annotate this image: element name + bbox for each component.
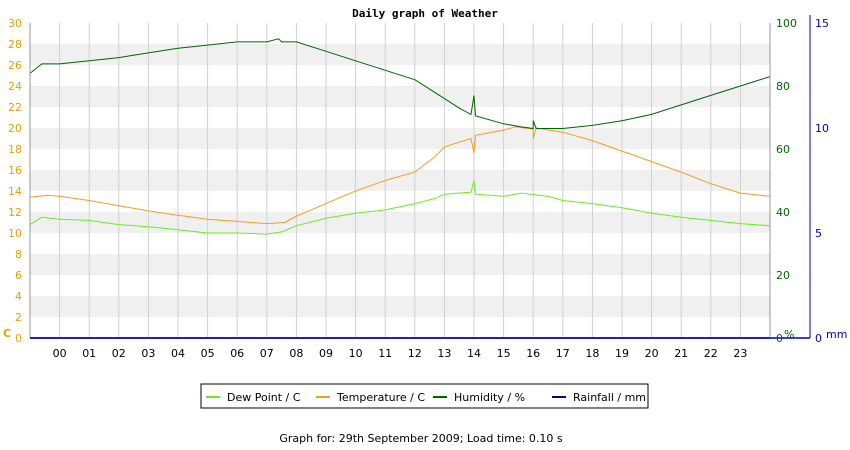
x-tick-label: 14 xyxy=(467,347,481,360)
grid-band xyxy=(30,317,770,338)
left-tick-label: 16 xyxy=(8,164,22,177)
left-tick-label: 0 xyxy=(15,332,22,345)
right-tick-label: 20 xyxy=(776,269,790,282)
right-tick-label: 60 xyxy=(776,143,790,156)
right-unit-label: % xyxy=(784,328,794,341)
right-tick-label: 0 xyxy=(776,332,783,345)
rain-tick-label: 5 xyxy=(815,227,822,240)
left-tick-label: 2 xyxy=(15,311,22,324)
x-tick-label: 03 xyxy=(141,347,155,360)
left-tick-label: 10 xyxy=(8,227,22,240)
grid-band xyxy=(30,170,770,191)
footer-text: Graph for: 29th September 2009; Load tim… xyxy=(279,432,563,445)
legend-label: Dew Point / C xyxy=(227,391,301,404)
left-tick-label: 12 xyxy=(8,206,22,219)
grid-band xyxy=(30,191,770,212)
left-tick-label: 18 xyxy=(8,143,22,156)
left-tick-label: 28 xyxy=(8,38,22,51)
right-tick-label: 40 xyxy=(776,206,790,219)
grid-band xyxy=(30,86,770,107)
chart-title: Daily graph of Weather xyxy=(352,7,498,20)
x-tick-label: 12 xyxy=(408,347,422,360)
x-tick-label: 02 xyxy=(112,347,126,360)
grid-band xyxy=(30,233,770,254)
grid-band xyxy=(30,128,770,149)
grid-band xyxy=(30,149,770,170)
x-tick-label: 17 xyxy=(556,347,570,360)
legend-label: Humidity / % xyxy=(454,391,525,404)
left-tick-label: 26 xyxy=(8,59,22,72)
x-tick-label: 11 xyxy=(378,347,392,360)
x-tick-label: 10 xyxy=(349,347,363,360)
grid-band xyxy=(30,275,770,296)
x-tick-label: 00 xyxy=(53,347,67,360)
left-unit-label: C xyxy=(3,327,11,340)
rain-tick-label: 0 xyxy=(815,332,822,345)
x-tick-label: 04 xyxy=(171,347,185,360)
x-tick-label: 18 xyxy=(585,347,599,360)
grid-bands xyxy=(30,23,770,338)
rain-tick-label: 10 xyxy=(815,122,829,135)
x-tick-label: 09 xyxy=(319,347,333,360)
grid-band xyxy=(30,107,770,128)
rain-tick-label: 15 xyxy=(815,17,829,30)
x-tick-label: 16 xyxy=(526,347,540,360)
x-tick-label: 13 xyxy=(437,347,451,360)
grid-band xyxy=(30,44,770,65)
x-tick-label: 01 xyxy=(82,347,96,360)
grid-band xyxy=(30,254,770,275)
x-tick-label: 15 xyxy=(497,347,511,360)
left-tick-label: 24 xyxy=(8,80,22,93)
x-tick-label: 05 xyxy=(201,347,215,360)
left-tick-label: 6 xyxy=(15,269,22,282)
right-tick-label: 100 xyxy=(776,17,797,30)
left-tick-label: 8 xyxy=(15,248,22,261)
legend-label: Rainfall / mm xyxy=(573,391,646,404)
series-line-1 xyxy=(29,126,771,225)
series-line-0 xyxy=(29,180,771,235)
x-tick-label: 22 xyxy=(704,347,718,360)
left-tick-label: 20 xyxy=(8,122,22,135)
left-tick-label: 4 xyxy=(15,290,22,303)
x-tick-label: 08 xyxy=(289,347,303,360)
x-tick-label: 20 xyxy=(645,347,659,360)
legend: Dew Point / C Temperature / C Humidity / %… xyxy=(200,383,649,409)
tick-labels: 0246810121416182022242628300204060801000… xyxy=(3,17,847,360)
grid-band xyxy=(30,296,770,317)
left-tick-label: 22 xyxy=(8,101,22,114)
x-tick-label: 19 xyxy=(615,347,629,360)
left-tick-label: 14 xyxy=(8,185,22,198)
legend-box xyxy=(200,383,649,409)
axes xyxy=(29,15,811,339)
x-tick-label: 06 xyxy=(230,347,244,360)
x-tick-label: 23 xyxy=(733,347,747,360)
legend-label: Temperature / C xyxy=(336,391,425,404)
series-line-2 xyxy=(29,38,771,130)
x-tick-label: 21 xyxy=(674,347,688,360)
right-tick-label: 80 xyxy=(776,80,790,93)
grid-band xyxy=(30,212,770,233)
grid-band xyxy=(30,23,770,44)
x-tick-label: 07 xyxy=(260,347,274,360)
rain-unit-label: mm xyxy=(826,328,847,341)
left-tick-label: 30 xyxy=(8,17,22,30)
